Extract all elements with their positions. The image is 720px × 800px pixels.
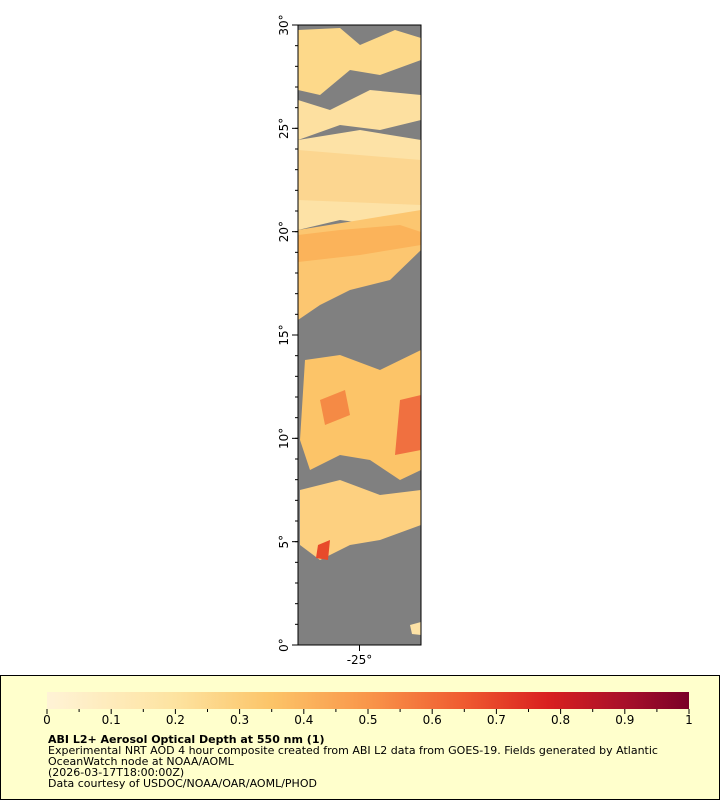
colorbar-tick-label: 1 xyxy=(685,713,693,727)
lon-tick-label: -25° xyxy=(347,653,373,667)
lat-tick-label: 5° xyxy=(277,535,291,549)
legend-line: Data courtesy of USDOC/NOAA/OAR/AOML/PHO… xyxy=(48,777,317,790)
colorbar-tick-label: 0.7 xyxy=(487,713,506,727)
colorbar xyxy=(47,692,689,709)
colorbar-tick-label: 0.6 xyxy=(423,713,442,727)
colorbar-tick-label: 0.3 xyxy=(230,713,249,727)
lat-tick-label: 30° xyxy=(277,14,291,35)
lat-tick-label: 25° xyxy=(277,118,291,139)
lat-tick-label: 20° xyxy=(277,221,291,242)
legend-title: ABI L2+ Aerosol Optical Depth at 550 nm … xyxy=(48,733,325,746)
colorbar-tick-label: 0.4 xyxy=(294,713,313,727)
lat-tick-label: 10° xyxy=(277,428,291,449)
lat-tick-label: 15° xyxy=(277,324,291,345)
colorbar-tick-label: 0.8 xyxy=(551,713,570,727)
colorbar-tick-label: 0.2 xyxy=(166,713,185,727)
colorbar-tick-label: 0.1 xyxy=(102,713,121,727)
lat-tick-label: 0° xyxy=(277,638,291,652)
legend-line: (2026-03-17T18:00:00Z) xyxy=(48,766,184,779)
colorbar-tick-label: 0.9 xyxy=(615,713,634,727)
legend-line: Experimental NRT AOD 4 hour composite cr… xyxy=(48,744,658,757)
map-field xyxy=(298,25,421,645)
legend-line: OceanWatch node at NOAA/AOML xyxy=(48,755,235,768)
colorbar-tick-label: 0.5 xyxy=(358,713,377,727)
colorbar-tick-label: 0 xyxy=(43,713,51,727)
